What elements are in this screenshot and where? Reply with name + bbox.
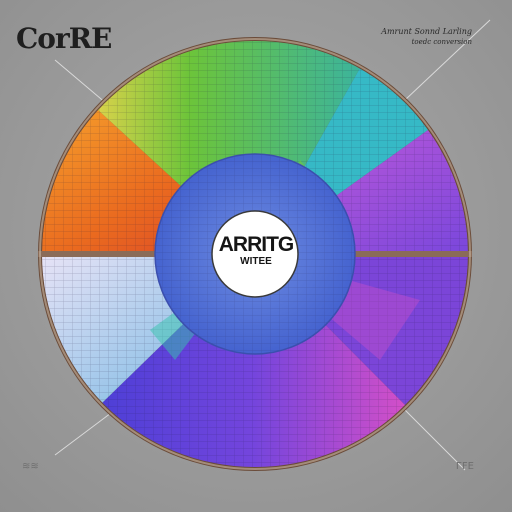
note-line-2: toedc conversion — [411, 38, 472, 46]
corner-mark-left: ≋≋ — [22, 461, 39, 472]
wheel-hub — [211, 210, 299, 298]
note-line-1: Amrunt Sonnd Larling — [381, 27, 472, 36]
corner-mark-right: ГFE — [455, 461, 474, 472]
hub-label: ARRITG WITEE — [216, 234, 296, 268]
hub-subtitle: WITEE — [240, 256, 272, 267]
brand-logo: CorRE — [16, 22, 112, 55]
header-note: Amrunt Sonnd Larling toedc conversion — [352, 26, 472, 48]
hub-title: ARRITG — [218, 233, 295, 256]
